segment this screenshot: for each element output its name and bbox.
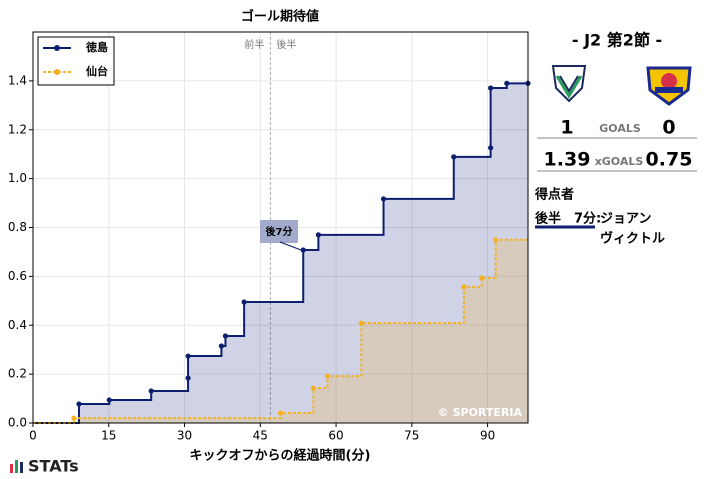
point	[504, 80, 510, 86]
point	[106, 397, 112, 403]
y-tick-label: 0.6	[8, 269, 27, 283]
y-tick-label: 1.4	[8, 73, 27, 87]
point	[71, 415, 77, 421]
legend-label: 徳島	[85, 40, 108, 54]
y-tick-label: 0.4	[8, 318, 27, 332]
y-tick-label: 1.2	[8, 122, 27, 136]
half-label: 前半	[244, 38, 264, 51]
scorer-name: ヴィクトル	[600, 231, 665, 247]
area	[33, 239, 528, 423]
plot-area	[32, 32, 531, 424]
point	[358, 320, 364, 326]
x-tick-label: 45	[253, 429, 268, 443]
point	[222, 333, 229, 339]
x-tick-label: 30	[177, 429, 192, 443]
annotation-arrow	[279, 241, 302, 251]
point	[185, 353, 191, 359]
xg-label: xGOALS	[595, 155, 644, 168]
chart-title: ゴール期待値	[241, 9, 319, 25]
legend	[37, 36, 115, 86]
y-tick-label: 0.0	[8, 416, 27, 430]
y-tick-label: 0.8	[8, 220, 27, 234]
legend-marker	[54, 45, 60, 51]
x-tick-label: 15	[101, 429, 116, 443]
point	[324, 373, 331, 379]
x-tick-label: 90	[480, 429, 495, 443]
y-tick-label: 1.0	[8, 171, 27, 185]
area	[33, 83, 528, 423]
half-label: 後半	[276, 38, 296, 51]
away-logo	[646, 66, 692, 106]
scorer-time: 後半 7分:	[535, 211, 601, 227]
point	[218, 343, 225, 349]
scorer-name: ジョアン	[600, 212, 651, 227]
home-goals: 1	[560, 117, 573, 139]
point	[461, 284, 467, 290]
point	[300, 247, 306, 253]
scorers-title: 得点者	[534, 187, 574, 203]
away-goals: 0	[662, 117, 675, 139]
point	[148, 388, 154, 394]
home-logo	[551, 65, 587, 103]
point	[451, 154, 457, 160]
legend-marker	[54, 69, 60, 75]
point	[478, 275, 485, 281]
legend-label: 仙台	[86, 64, 108, 78]
point	[488, 145, 494, 151]
x-axis-label: キックオフからの経過時間(分)	[190, 448, 371, 464]
goals-label: GOALS	[599, 122, 641, 135]
point	[310, 385, 316, 391]
point	[488, 85, 494, 91]
point	[315, 232, 321, 238]
annotation: 後7分	[266, 225, 293, 238]
point	[241, 299, 247, 305]
x-tick-label: 0	[29, 429, 37, 443]
y-tick-label: 0.2	[8, 367, 27, 381]
brand: STATs	[28, 457, 79, 476]
point	[185, 375, 191, 381]
away-xg: 0.75	[646, 149, 693, 171]
home-xg: 1.39	[544, 149, 591, 171]
x-tick-label: 75	[404, 429, 419, 443]
annotation-box	[260, 220, 298, 243]
round: - J2 第2節 -	[572, 31, 662, 50]
point	[277, 410, 284, 416]
point	[380, 196, 387, 202]
point	[493, 237, 499, 243]
credit: © SPORTERIA	[438, 406, 523, 419]
x-tick-label: 60	[328, 429, 343, 443]
brand-logo	[10, 460, 23, 473]
line	[33, 82, 528, 424]
point	[76, 401, 82, 407]
